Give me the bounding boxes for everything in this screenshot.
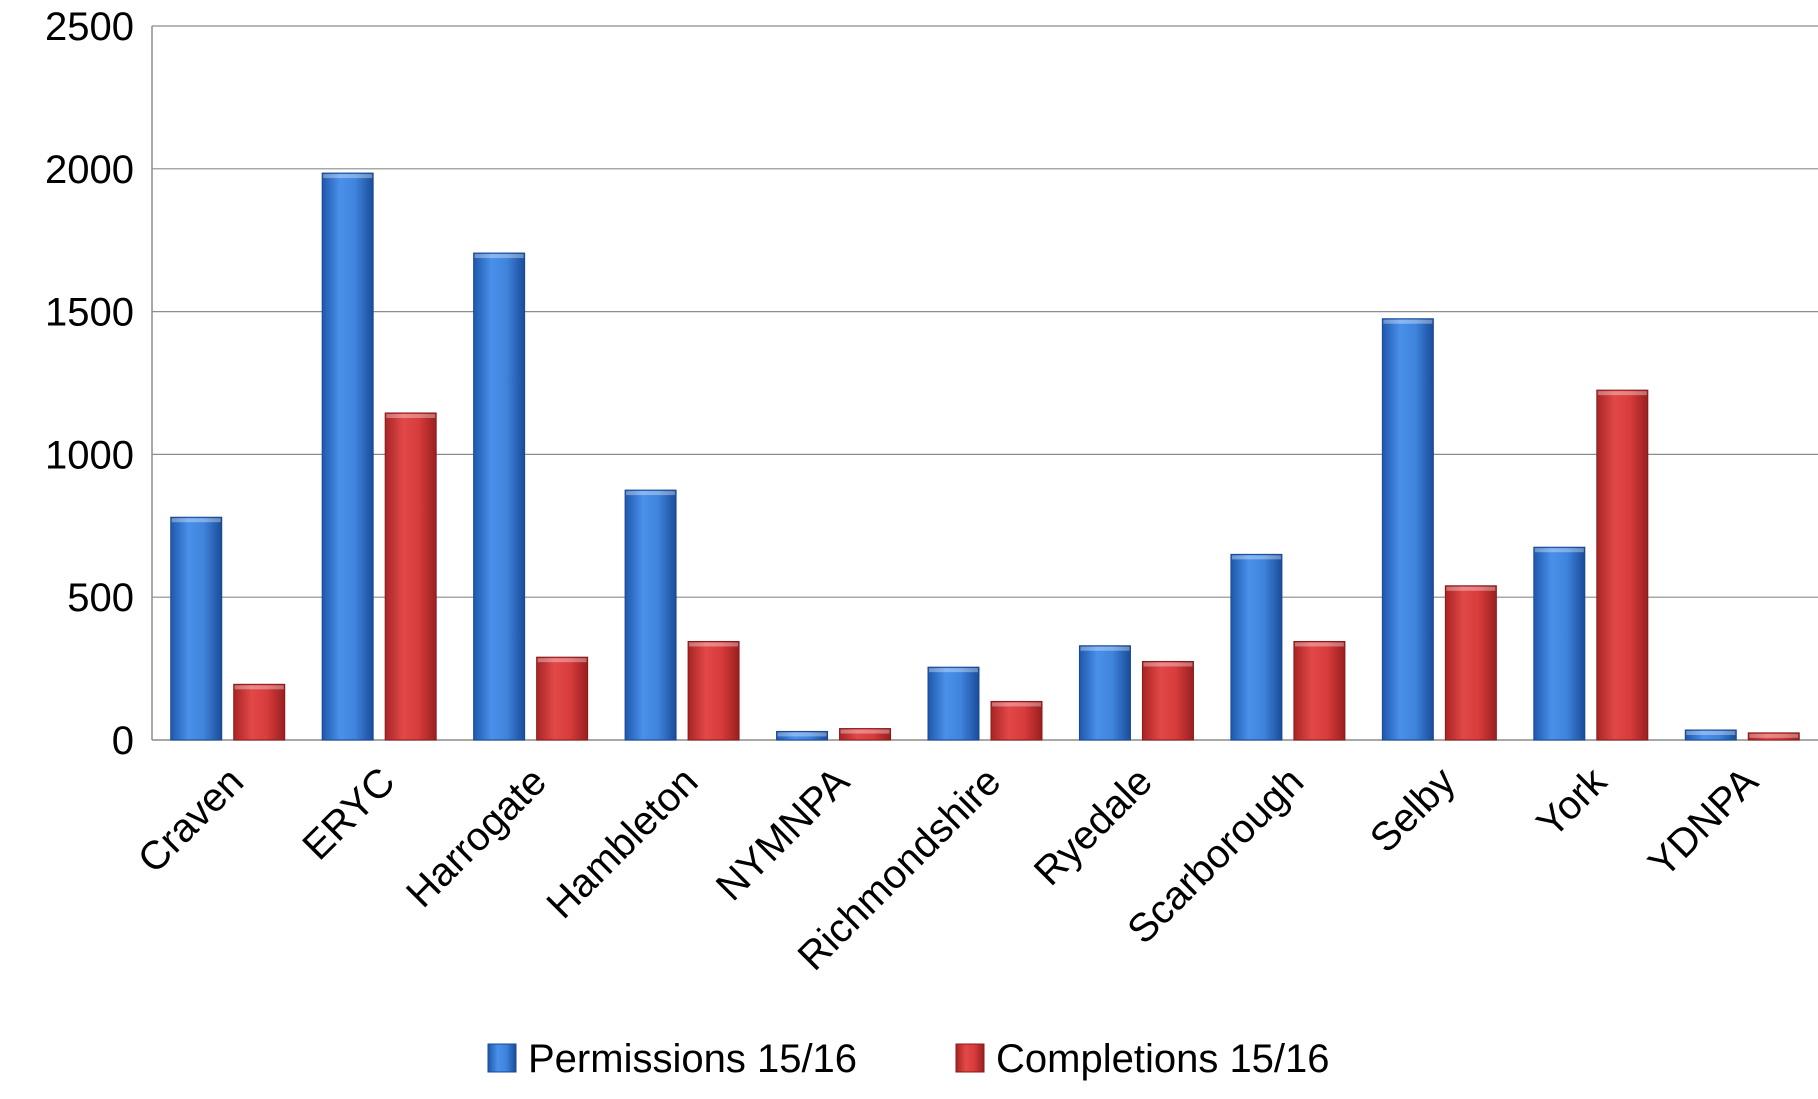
bar	[776, 730, 829, 741]
bar	[536, 656, 589, 741]
bar-highlight	[1294, 642, 1344, 647]
bar	[624, 489, 677, 741]
x-tick-label: Hambleton	[539, 759, 707, 927]
bar-completions-ydnpa	[1747, 732, 1800, 741]
bar-highlight	[992, 702, 1041, 707]
bar-completions-ryedale	[1141, 660, 1194, 741]
bar-highlight	[840, 729, 890, 734]
legend-label: Completions 15/16	[996, 1037, 1330, 1081]
bar-permissions-harrogate	[473, 252, 526, 741]
bar	[1533, 546, 1586, 741]
bar	[1596, 389, 1649, 741]
bar-highlight	[171, 518, 221, 523]
bar-highlight	[1143, 662, 1193, 667]
bar-highlight	[386, 413, 436, 418]
bar-highlight	[1231, 555, 1281, 560]
bar-highlight	[689, 642, 739, 647]
bar	[1293, 640, 1346, 741]
bar-completions-hambleton	[687, 640, 740, 741]
bar-completions-nymnpa	[839, 728, 892, 741]
bar-permissions-hambleton	[624, 489, 677, 741]
bar	[321, 172, 374, 741]
bar-permissions-ryedale	[1078, 645, 1131, 741]
bar-highlight	[626, 491, 676, 496]
bar-highlight	[537, 658, 587, 663]
bar-highlight	[1534, 548, 1584, 553]
bar	[990, 700, 1043, 741]
y-tick-label: 500	[67, 576, 134, 620]
bar-permissions-craven	[170, 516, 223, 741]
bar-permissions-eryc	[321, 172, 374, 741]
y-tick-label: 2500	[45, 5, 134, 49]
x-tick-label: Craven	[130, 759, 252, 881]
legend-item-completions: Completions 15/16	[955, 1037, 1330, 1081]
x-tick-label: ERYC	[294, 759, 403, 868]
bar	[1381, 318, 1434, 741]
bar-completions-richmondshire	[990, 700, 1043, 741]
bar-completions-eryc	[384, 412, 437, 741]
bar-permissions-richmondshire	[927, 666, 980, 741]
bar	[1078, 645, 1131, 741]
bars	[170, 172, 1800, 741]
bar-highlight	[1446, 586, 1496, 591]
y-tick-label: 1500	[45, 291, 134, 335]
bar-permissions-nymnpa	[776, 730, 829, 741]
legend-swatch	[487, 1043, 517, 1073]
x-tick-label: Ryedale	[1026, 759, 1161, 894]
bar	[384, 412, 437, 741]
bar-completions-craven	[233, 683, 286, 741]
bar-highlight	[234, 685, 284, 690]
x-tick-label: Selby	[1362, 759, 1464, 861]
bar-highlight	[1080, 646, 1130, 651]
bar-permissions-selby	[1381, 318, 1434, 741]
bar-highlight	[1597, 391, 1647, 396]
bar	[927, 666, 980, 741]
bar-highlight	[323, 174, 373, 179]
bar-permissions-ydnpa	[1684, 729, 1737, 741]
bar-highlight	[1686, 731, 1736, 736]
bar-highlight	[777, 732, 827, 737]
bar-completions-harrogate	[536, 656, 589, 741]
bar	[1444, 585, 1497, 741]
bar	[233, 683, 286, 741]
bar-permissions-scarborough	[1230, 553, 1283, 741]
x-tick-label: York	[1529, 759, 1616, 846]
bar-completions-selby	[1444, 585, 1497, 741]
bar-highlight	[474, 254, 524, 259]
x-tick-label: YDNPA	[1640, 759, 1767, 886]
legend-item-permissions: Permissions 15/16	[487, 1037, 857, 1081]
bar-completions-york	[1596, 389, 1649, 741]
bar	[1141, 660, 1194, 741]
legend-label: Permissions 15/16	[528, 1037, 857, 1081]
bar	[1684, 729, 1737, 741]
legend-swatch	[955, 1043, 985, 1073]
y-tick-label: 0	[112, 719, 134, 763]
bar-completions-scarborough	[1293, 640, 1346, 741]
bar	[1747, 732, 1800, 741]
bar-highlight	[929, 668, 978, 673]
y-tick-label: 1000	[45, 433, 134, 477]
y-tick-label: 2000	[45, 148, 134, 192]
x-tick-label: NYMNPA	[708, 759, 858, 909]
bar	[1230, 553, 1283, 741]
x-tick-label: Harrogate	[398, 759, 555, 916]
legend: Permissions 15/16 Completions 15/16	[487, 1037, 1330, 1081]
bar	[839, 728, 892, 741]
bar	[170, 516, 223, 741]
bar-permissions-york	[1533, 546, 1586, 741]
bar	[473, 252, 526, 741]
bar	[687, 640, 740, 741]
bar-highlight	[1749, 733, 1799, 738]
bar-highlight	[1383, 319, 1433, 324]
